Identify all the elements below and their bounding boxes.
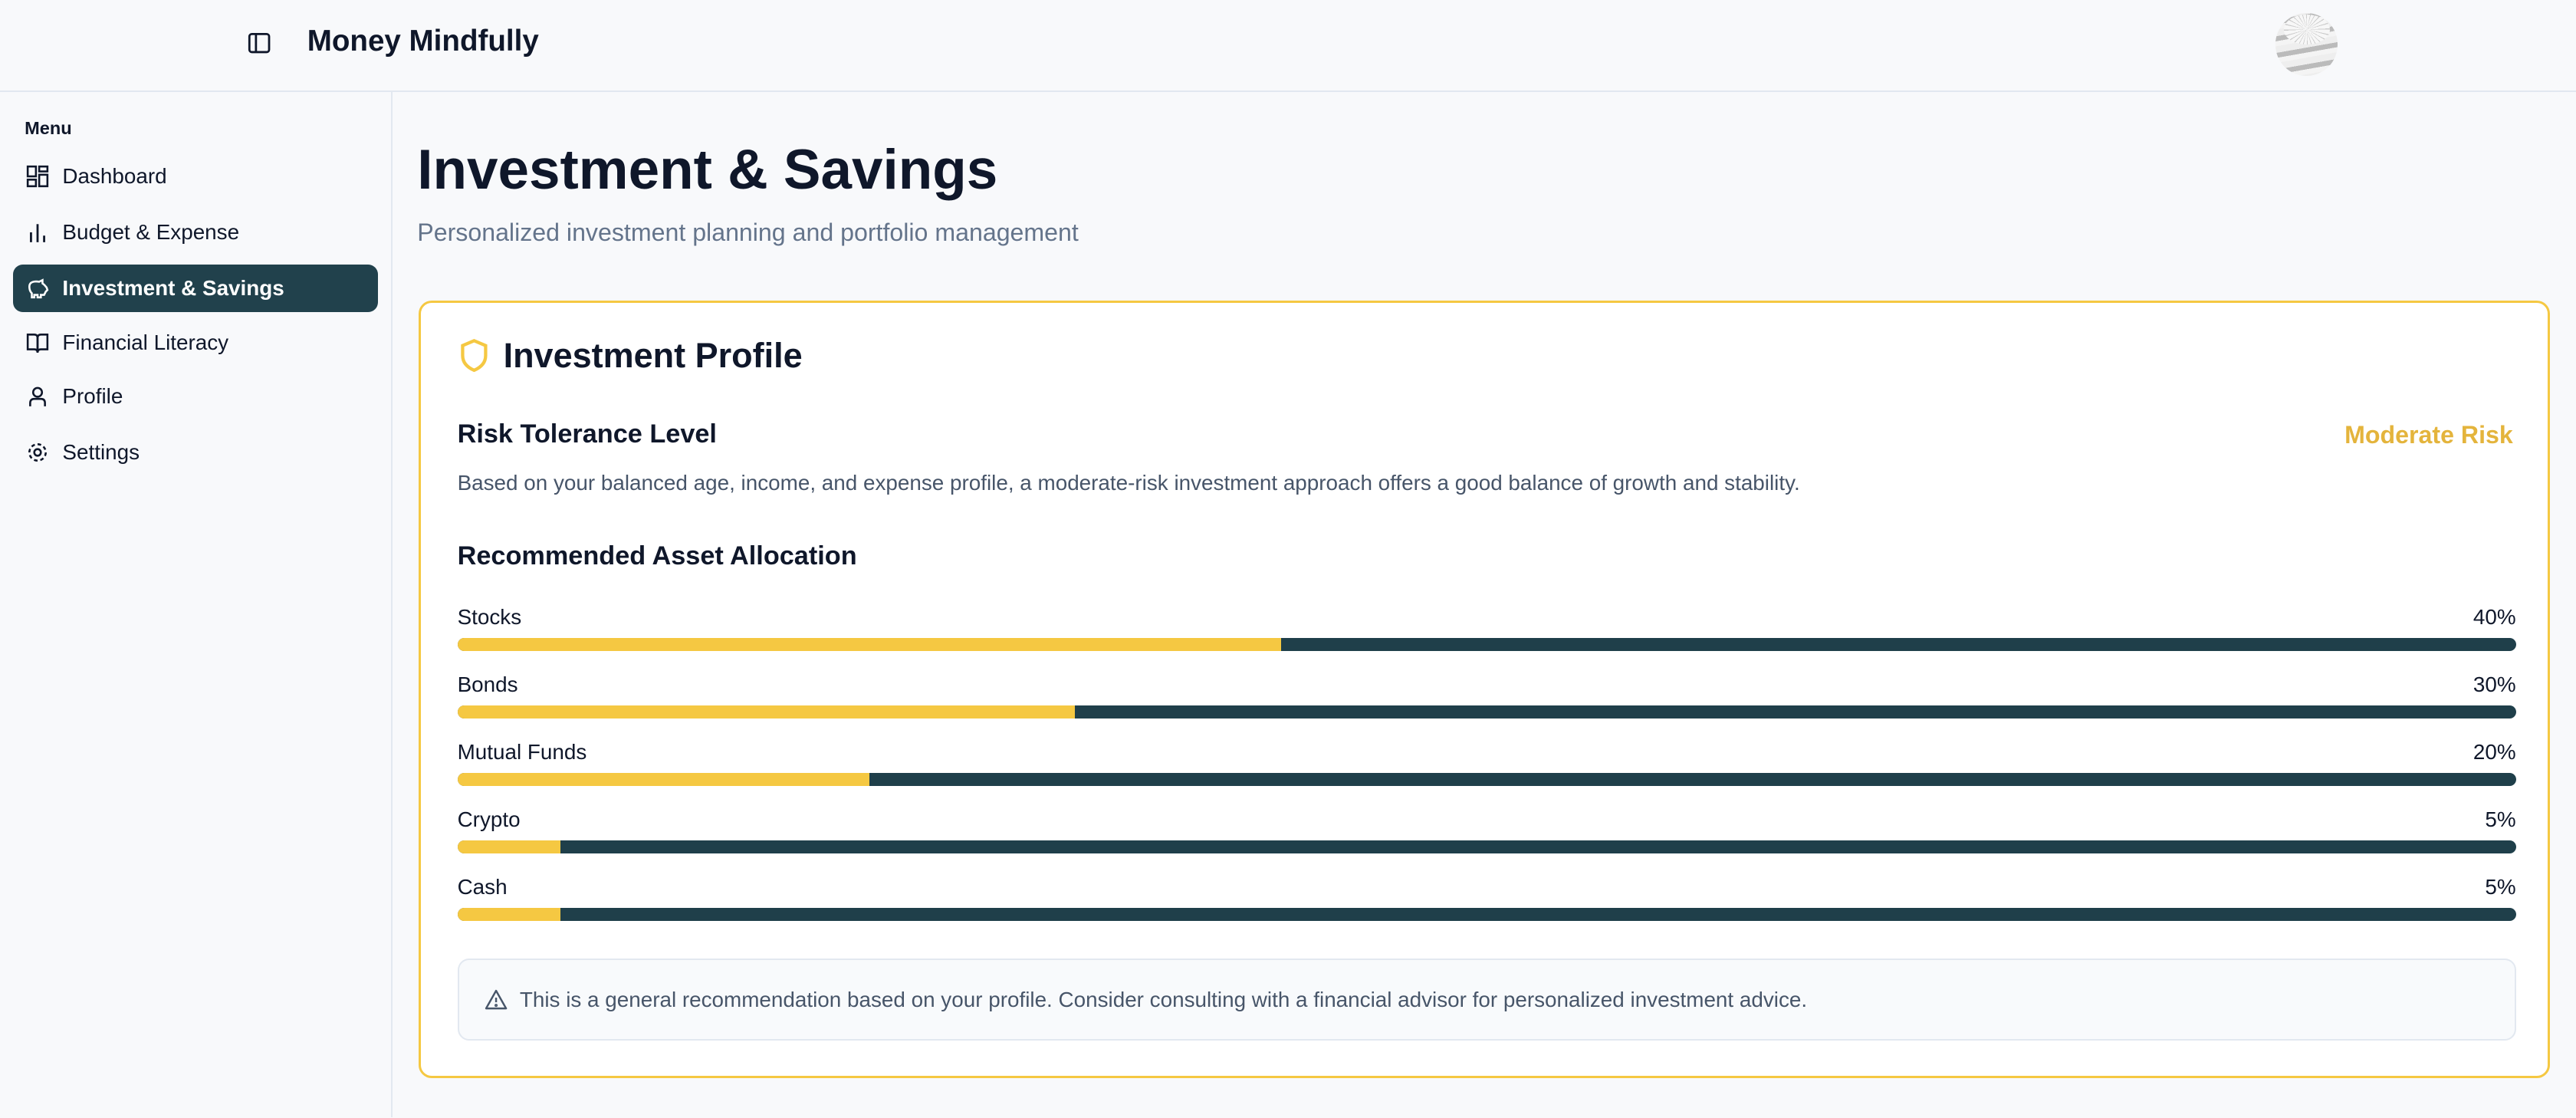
sidebar-item-dashboard[interactable]: Dashboard [13, 153, 378, 200]
allocation-label: Cash [457, 874, 508, 899]
risk-tolerance-heading: Risk Tolerance Level [457, 419, 717, 449]
allocation-item: Stocks 40% [457, 605, 2516, 652]
disclaimer-box: This is a general recommendation based o… [457, 959, 2516, 1041]
allocation-bar [457, 772, 2516, 786]
sidebar-item-label: Budget & Expense [62, 220, 240, 245]
sidebar-item-label: Dashboard [62, 164, 167, 189]
allocation-bar [457, 638, 2516, 652]
allocation-bar-fill [457, 907, 560, 921]
sidebar-item-label: Financial Literacy [62, 330, 229, 354]
allocation-percent: 5% [2485, 807, 2516, 831]
allocation-bar-fill [457, 840, 560, 853]
book-icon [27, 333, 49, 353]
allocation-percent: 30% [2472, 672, 2516, 697]
user-avatar[interactable] [2275, 13, 2338, 76]
allocation-bar [457, 705, 2516, 719]
sidebar-item-label: Profile [62, 384, 123, 409]
allocation-percent: 5% [2485, 874, 2516, 899]
allocation-bar-fill [457, 772, 869, 786]
piggy-bank-icon [28, 278, 49, 299]
dashboard-icon [27, 166, 49, 188]
user-icon [29, 387, 47, 407]
allocation-item: Cash 5% [457, 874, 2516, 921]
allocation-label: Stocks [457, 605, 522, 630]
sidebar-toggle-icon[interactable] [246, 30, 272, 56]
investment-profile-card: Investment Profile Risk Tolerance Level … [419, 301, 2550, 1078]
allocation-label: Bonds [457, 672, 518, 697]
app-title: Money Mindfully [307, 25, 539, 58]
sidebar-item-profile[interactable]: Profile [13, 373, 378, 420]
allocation-bar-fill [457, 705, 1076, 719]
allocation-heading: Recommended Asset Allocation [457, 541, 857, 571]
gear-icon [28, 443, 48, 462]
sidebar: Menu Dashboard Budget & Expense Investme… [0, 92, 393, 1118]
allocation-item: Mutual Funds 20% [457, 740, 2516, 786]
allocation-percent: 40% [2472, 605, 2516, 630]
top-header: Money Mindfully [0, 0, 2576, 92]
allocation-label: Mutual Funds [457, 740, 587, 765]
disclaimer-text: This is a general recommendation based o… [519, 987, 1808, 1011]
risk-level-badge: Moderate Risk [2344, 421, 2513, 449]
allocation-bar [457, 907, 2516, 921]
allocation-bar [457, 840, 2516, 853]
allocation-item: Bonds 30% [457, 672, 2516, 719]
allocation-percent: 20% [2472, 740, 2516, 765]
warning-icon [485, 989, 508, 1009]
allocation-label: Crypto [457, 807, 521, 831]
sidebar-item-label: Settings [62, 440, 140, 465]
menu-label: Menu [25, 118, 72, 139]
allocation-bar-fill [457, 638, 1281, 652]
sidebar-item-investment-savings[interactable]: Investment & Savings [13, 265, 378, 313]
sidebar-item-label: Investment & Savings [62, 276, 284, 301]
page-subtitle: Personalized investment planning and por… [417, 219, 1079, 246]
card-title: Investment Profile [503, 335, 803, 375]
sidebar-item-financial-literacy[interactable]: Financial Literacy [13, 319, 378, 367]
bar-chart-icon [30, 224, 46, 243]
page-title: Investment & Savings [417, 139, 998, 201]
shield-icon [460, 339, 488, 373]
allocation-item: Crypto 5% [457, 807, 2516, 853]
risk-description: Based on your balanced age, income, and … [457, 470, 1800, 495]
sidebar-item-budget-expense[interactable]: Budget & Expense [13, 209, 378, 256]
sidebar-item-settings[interactable]: Settings [13, 429, 378, 476]
